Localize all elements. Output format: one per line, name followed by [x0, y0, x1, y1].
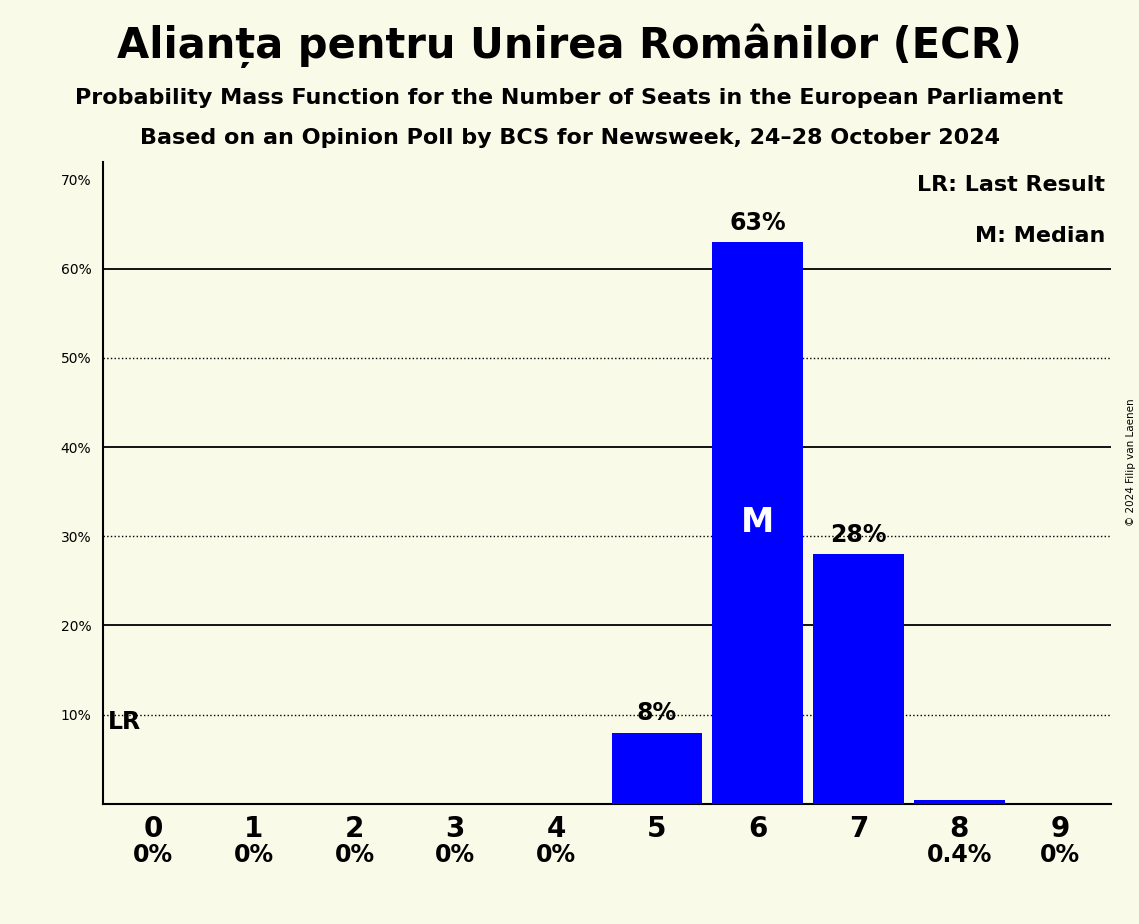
Text: 0%: 0%: [133, 843, 173, 867]
Bar: [612, 733, 703, 804]
Text: © 2024 Filip van Laenen: © 2024 Filip van Laenen: [1125, 398, 1136, 526]
Text: LR: LR: [107, 710, 141, 734]
Bar: [913, 800, 1005, 804]
Text: 0%: 0%: [435, 843, 475, 867]
Text: 0.4%: 0.4%: [927, 843, 992, 867]
Text: 63%: 63%: [729, 211, 786, 235]
Text: 28%: 28%: [830, 523, 887, 547]
Bar: [813, 554, 904, 804]
Text: 0%: 0%: [335, 843, 375, 867]
Text: 0%: 0%: [233, 843, 273, 867]
Text: 0%: 0%: [536, 843, 576, 867]
Text: 8%: 8%: [637, 701, 677, 725]
Text: 0%: 0%: [1040, 843, 1080, 867]
Text: M: Median: M: Median: [975, 226, 1106, 246]
Text: M: M: [741, 506, 775, 540]
Text: LR: Last Result: LR: Last Result: [918, 175, 1106, 195]
Bar: [712, 242, 803, 804]
Text: Probability Mass Function for the Number of Seats in the European Parliament: Probability Mass Function for the Number…: [75, 88, 1064, 108]
Text: Alianța pentru Unirea Românilor (ECR): Alianța pentru Unirea Românilor (ECR): [117, 23, 1022, 67]
Text: Based on an Opinion Poll by BCS for Newsweek, 24–28 October 2024: Based on an Opinion Poll by BCS for News…: [139, 128, 1000, 148]
